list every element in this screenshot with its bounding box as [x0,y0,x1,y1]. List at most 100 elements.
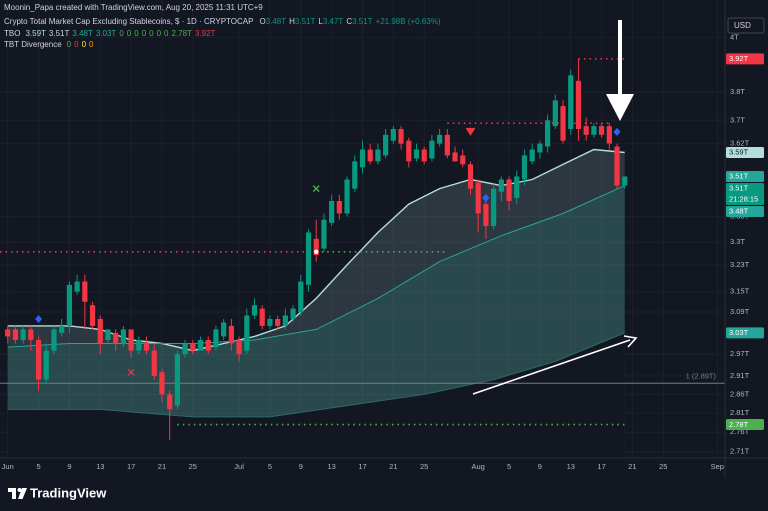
countdown: 21:28:15 [729,194,758,203]
candle-body [583,126,589,135]
annotations [472,20,638,395]
price-label-box [726,182,764,205]
x-tick-label: 17 [127,462,135,471]
candle-body [506,179,512,201]
indicator-name: TBT Divergence [4,40,62,49]
candle-body [622,176,628,186]
change: +21.98B (+0.63%) [376,17,441,26]
x-tick-label: 17 [358,462,366,471]
candle-body [321,219,327,249]
ohlc-value: 3.48T [266,17,287,26]
y-tick-label: 3.09T [730,307,750,316]
candle-body [290,308,296,319]
y-tick-label: 2.91T [730,371,750,380]
y-tick-label: 3.8T [730,87,745,96]
candle-body [143,343,150,351]
candle-body [305,232,312,285]
price-label: 3.48T [729,207,749,216]
symbol-legend: Crypto Total Market Cap Excluding Stable… [4,17,441,26]
brand-logo [8,488,27,499]
price-label-box [726,419,764,431]
candle-body [568,75,574,130]
x-tick-label: 9 [67,462,71,471]
trend-arrow-head [623,335,638,348]
price-label-box [726,205,764,217]
indicator-value: 3.48T [72,29,93,38]
indicator-legend: TBT Divergence 0 0 0 0 [4,40,94,49]
candle-body [59,325,65,333]
candle-body [429,140,435,159]
price-label: 3.92T [729,54,749,63]
indicator-value: 3.51T [49,29,70,38]
candle-body [575,80,582,130]
band-line [7,185,625,348]
candle-body [606,126,612,144]
candle-body [190,343,196,351]
candle-body [452,152,458,162]
trend-arrow [472,339,631,395]
x-tick-label: 13 [567,462,575,471]
candle-body [267,318,273,326]
candle-body [221,322,227,337]
level-label: 1 (2.89T) [686,371,717,380]
candle-body [537,143,543,153]
candle-body [398,129,404,144]
candle-body [182,343,188,355]
candle-body [236,339,242,355]
signal-diamond [35,314,43,323]
candle-body [74,281,80,292]
candle-body [460,155,466,165]
ohlc-value: 3.51T [352,17,373,26]
signal-triangle [465,127,476,136]
indicator-value: 0 [142,29,147,38]
x-tick-label: 25 [420,462,428,471]
indicator-value: 0 [157,29,162,38]
candle-body [313,238,319,256]
candle-body [514,176,520,198]
y-tick-label: 2.97T [730,349,750,358]
candle-body [591,126,597,135]
candle-body [35,339,42,380]
indicator-value: 0 [134,29,139,38]
candle-body [367,149,373,162]
ohlc-value: 3.51T [295,17,316,26]
currency: USD [734,21,751,30]
candle-body [529,149,535,162]
x-tick-label: 5 [507,462,511,471]
ohlc-key: L [318,17,323,26]
brand: TradingView [30,485,107,500]
footer [0,478,768,511]
ohlc-key: O [259,17,265,26]
candle-body [20,329,26,340]
candle-body [467,164,474,189]
x-tick-label: 13 [327,462,335,471]
candle-body [82,281,88,302]
indicator-value: 0 [74,40,79,49]
candle-body [259,308,265,326]
candle-body [359,149,366,168]
ohlc-key: C [346,17,352,26]
y-tick-label: 2.86T [730,389,750,398]
arrow-head [606,94,634,121]
x-tick-label: 21 [389,462,397,471]
candle-body [244,315,250,351]
candle-body [282,315,288,326]
candle-body [197,339,204,351]
y-tick-label: 3.15T [730,287,750,296]
candle-body [437,134,443,144]
x-tick-label: 5 [36,462,40,471]
candle-body [375,149,381,162]
indicator-legend: TBO 3.59T 3.51T 3.48T 3.03T 0 0 0 0 0 0 0 2.78T 3.92T [4,29,216,38]
candle-body [421,149,427,162]
candle-body [298,281,304,313]
x-tick-label: Jun [2,462,14,471]
candle-body [159,372,165,395]
candle-body [136,339,142,351]
candle-body [336,200,342,214]
price-label: 2.78T [729,420,749,429]
candle-body [383,134,389,156]
y-tick-label: 3.62T [730,139,750,148]
indicator-value: 0 [89,40,94,49]
y-tick-label: 2.81T [730,408,750,417]
